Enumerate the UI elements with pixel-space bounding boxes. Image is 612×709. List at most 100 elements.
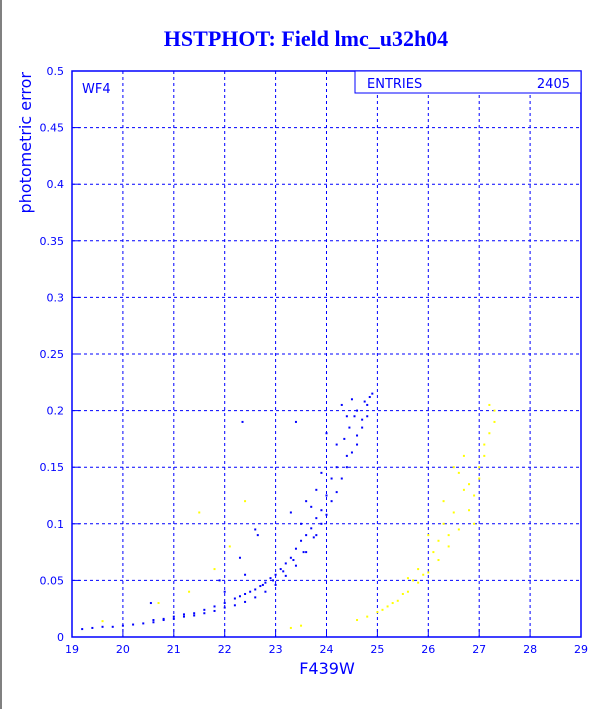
data-point-blue: [330, 477, 333, 480]
data-point-yellow: [417, 568, 420, 571]
data-point-blue: [269, 577, 272, 580]
data-point-yellow: [300, 624, 303, 627]
data-point-yellow: [437, 539, 440, 542]
data-point-blue: [335, 443, 338, 446]
data-point-yellow: [468, 509, 471, 512]
data-point-blue: [172, 617, 175, 620]
data-point-blue: [350, 398, 353, 401]
data-point-yellow: [381, 608, 384, 611]
data-point-yellow: [213, 568, 216, 571]
data-point-yellow: [462, 454, 465, 457]
data-point-blue: [149, 602, 152, 605]
data-point-blue: [213, 605, 216, 608]
data-point-yellow: [468, 483, 471, 486]
data-point-blue: [172, 615, 175, 618]
data-point-blue: [294, 564, 297, 567]
y-tick-label: 0.1: [47, 518, 65, 531]
data-point-blue: [182, 613, 185, 616]
data-point-blue: [261, 583, 264, 586]
data-point-yellow: [198, 511, 201, 514]
data-point-blue: [320, 471, 323, 474]
data-point-yellow: [417, 581, 420, 584]
grid-lines: [72, 71, 581, 637]
data-point-blue: [310, 505, 313, 508]
data-point-blue: [213, 609, 216, 612]
x-tick-label: 20: [116, 643, 130, 656]
data-point-blue: [244, 573, 247, 576]
data-point-blue: [162, 617, 165, 620]
data-point-blue: [335, 466, 338, 469]
data-point-blue: [315, 517, 318, 520]
data-point-blue: [325, 494, 328, 497]
data-point-blue: [284, 574, 287, 577]
data-point-blue: [241, 420, 244, 423]
y-tick-label: 0.15: [40, 461, 65, 474]
data-point-yellow: [289, 626, 292, 629]
data-point-blue: [238, 556, 241, 559]
data-point-yellow: [101, 620, 104, 623]
data-point-blue: [282, 570, 285, 573]
x-tick-label: 26: [421, 643, 435, 656]
y-tick-label: 0.05: [40, 574, 65, 587]
data-point-yellow: [406, 590, 409, 593]
data-point-yellow: [452, 511, 455, 514]
data-point-blue: [294, 420, 297, 423]
y-tick-label: 0.4: [47, 178, 65, 191]
data-point-blue: [361, 426, 364, 429]
data-point-blue: [366, 415, 369, 418]
data-point-blue: [300, 539, 303, 542]
data-point-blue: [91, 626, 94, 629]
data-point-blue: [259, 585, 262, 588]
data-point-blue: [356, 434, 359, 437]
data-point-yellow: [188, 590, 191, 593]
data-point-blue: [81, 628, 84, 631]
data-point-yellow: [437, 559, 440, 562]
data-point-blue: [305, 534, 308, 537]
data-point-blue: [233, 604, 236, 607]
data-point-yellow: [442, 500, 445, 503]
data-point-yellow: [488, 403, 491, 406]
data-point-blue: [101, 625, 104, 628]
data-point-blue: [244, 592, 247, 595]
data-point-blue: [363, 400, 366, 403]
y-tick-label: 0.25: [40, 348, 65, 361]
data-point-blue: [302, 551, 305, 554]
data-point-blue: [256, 534, 259, 537]
data-point-blue: [310, 527, 313, 530]
data-point-blue: [254, 528, 257, 531]
data-point-blue: [249, 590, 252, 593]
data-point-blue: [368, 396, 371, 399]
data-points: [81, 392, 496, 631]
y-tick-label: 0.2: [47, 405, 65, 418]
y-tick-label: 0.3: [47, 291, 65, 304]
data-point-yellow: [432, 551, 435, 554]
y-tick-label: 0.45: [40, 122, 65, 135]
data-point-yellow: [442, 522, 445, 525]
data-point-blue: [348, 426, 351, 429]
data-point-blue: [223, 606, 226, 609]
data-point-yellow: [478, 466, 481, 469]
data-point-yellow: [452, 466, 455, 469]
data-point-yellow: [462, 488, 465, 491]
data-point-blue: [238, 595, 241, 598]
data-point-yellow: [391, 602, 394, 605]
data-point-yellow: [427, 534, 430, 537]
data-point-blue: [111, 625, 114, 628]
data-point-blue: [325, 513, 328, 516]
data-point-blue: [315, 488, 318, 491]
data-point-blue: [203, 608, 206, 611]
data-point-blue: [356, 443, 359, 446]
stats-entries-value: 2405: [537, 77, 570, 92]
x-axis-label: F439W: [299, 659, 355, 678]
data-point-blue: [152, 621, 155, 624]
data-point-blue: [294, 547, 297, 550]
data-point-blue: [223, 602, 226, 605]
data-point-blue: [305, 551, 308, 554]
data-point-blue: [289, 511, 292, 514]
chip-label: WF4: [82, 82, 111, 97]
x-tick-label: 28: [523, 643, 537, 656]
data-point-blue: [274, 583, 277, 586]
x-tick-label: 29: [574, 643, 588, 656]
data-point-blue: [162, 619, 165, 622]
